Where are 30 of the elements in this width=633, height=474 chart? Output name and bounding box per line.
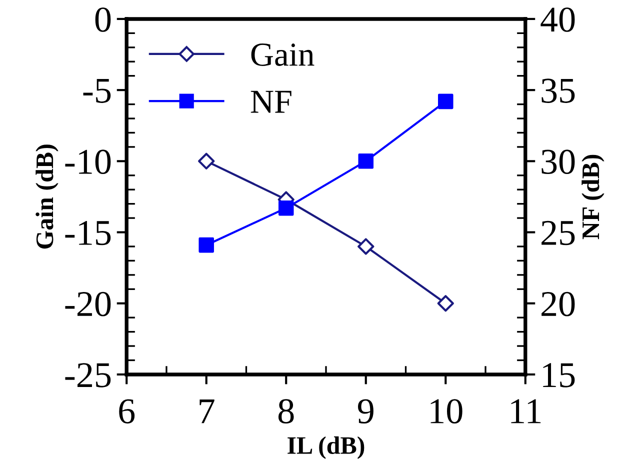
y-tick-label: -20 [65,292,111,316]
point [358,238,374,255]
point [358,154,374,169]
y-tick-label: 0 [95,7,111,32]
y2-tick-label: 20 [542,292,575,316]
point [278,200,294,216]
y2-tick-label: 25 [542,220,575,246]
y-axis-title: Gain (dB) [36,144,58,249]
y2-tick-label: 30 [542,150,575,174]
point [198,237,214,253]
y2-tick-label: 15 [543,363,575,388]
y-tick-label: -25 [65,363,111,388]
y2-tick-label: 35 [542,78,575,103]
x-tick-label: 10 [430,399,462,424]
point [198,152,215,170]
x-tick-label: 8 [278,399,294,424]
y-tick-label: -15 [65,220,111,246]
legend-label: NF [250,90,292,113]
x-tick-label: 6 [119,399,135,424]
y2-tick-label: 40 [540,7,575,32]
x-axis-title: IL (dB) [288,436,364,460]
y2-axis-title: NF (dB) [582,154,604,240]
point [438,94,454,110]
x-tick-label: 9 [358,399,374,424]
legend-label: Gain [251,44,314,66]
y-tick-label: -10 [65,150,111,174]
y-tick-label: -5 [83,78,111,103]
x-tick-label: 7 [200,399,214,424]
x-tick-label: 11 [511,399,541,424]
point [437,295,454,312]
